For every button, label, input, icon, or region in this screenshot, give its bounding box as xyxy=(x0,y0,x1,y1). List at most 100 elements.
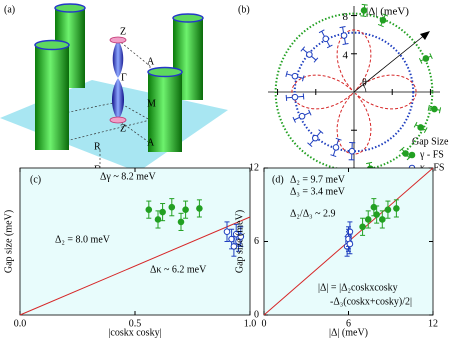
annotation: Δγ ~ 8.2 meV xyxy=(100,171,156,182)
data-point xyxy=(145,206,153,213)
point-label: M xyxy=(147,98,156,109)
error-cap xyxy=(382,13,389,17)
error-cap xyxy=(427,104,430,111)
data-point xyxy=(373,211,380,218)
panel-label: (d) xyxy=(272,174,284,185)
arrow-head xyxy=(420,31,430,40)
annotation: Δ₃ = 3.4 meV xyxy=(290,186,346,197)
panel-label: (c) xyxy=(30,174,41,185)
legend-title: Gap Size xyxy=(412,136,449,147)
error-cap xyxy=(285,70,288,77)
x-tick-label: 0.0 xyxy=(14,318,27,329)
data-point xyxy=(291,72,299,80)
point-label: Γ xyxy=(121,72,127,83)
r-tick-label: 4 xyxy=(343,49,349,61)
error-cap xyxy=(307,142,313,148)
cylinder xyxy=(147,66,183,152)
error-cap xyxy=(366,161,373,165)
data-point xyxy=(431,105,438,113)
data-point xyxy=(322,35,330,43)
x-axis-title: |Δ| (meV) xyxy=(329,327,368,338)
data-point xyxy=(346,240,354,248)
data-point xyxy=(237,233,245,240)
error-cap xyxy=(313,57,319,63)
data-point xyxy=(196,205,203,212)
data-point xyxy=(168,203,176,211)
data-point xyxy=(159,208,166,216)
legend-marker xyxy=(408,151,416,159)
data-point xyxy=(177,218,185,226)
point-label: Z xyxy=(120,123,126,134)
error-cap xyxy=(429,53,433,59)
error-cap xyxy=(423,127,428,134)
annotation: Δ₂ = 9.7 meV xyxy=(290,174,346,185)
x-axis-title: |coskx cosky| xyxy=(108,327,161,338)
error-cap xyxy=(438,107,442,114)
error-cap xyxy=(285,94,288,101)
y-tick-label: 12 xyxy=(249,162,259,173)
error-cap xyxy=(330,154,337,158)
y-axis-title: Gap size (meV) xyxy=(234,210,245,273)
fit-line xyxy=(19,216,251,316)
error-cap xyxy=(335,137,342,141)
y-tick-label: 6 xyxy=(254,236,259,247)
r-tick-label: 8 xyxy=(343,11,349,23)
data-point xyxy=(359,223,366,231)
data-point xyxy=(360,7,368,14)
error-cap xyxy=(308,109,312,116)
error-cap xyxy=(361,3,368,6)
data-point xyxy=(348,147,356,155)
error-cap xyxy=(399,146,405,152)
data-point xyxy=(379,216,386,223)
x-tick-label: 1.0 xyxy=(244,318,257,329)
data-point xyxy=(332,144,340,151)
annotation: Δ₂ = 8.0 meV xyxy=(55,234,111,245)
data-point xyxy=(154,216,162,223)
data-point xyxy=(312,134,319,142)
panel-label: (b) xyxy=(238,4,250,15)
annotation: Δ₂/Δ₃ ~ 2.9 xyxy=(290,208,336,219)
point-label: A xyxy=(147,137,155,148)
error-cap xyxy=(302,93,305,100)
panel-a: (a) Z Γ Z A M A R Γ xyxy=(0,3,228,175)
angle-arc xyxy=(362,84,367,93)
error-cap xyxy=(377,23,384,28)
data-point xyxy=(364,216,372,223)
annotation: Δκ ~ 6.2 meV xyxy=(150,264,207,275)
error-cap xyxy=(318,129,324,134)
error-cap xyxy=(301,75,305,82)
cylinder xyxy=(34,39,70,150)
data-point xyxy=(402,150,409,157)
data-point xyxy=(291,93,299,101)
angle-label: θ xyxy=(362,77,367,88)
error-cap xyxy=(339,26,346,29)
reference-circle xyxy=(293,31,415,153)
data-point xyxy=(370,203,378,211)
gap-curve xyxy=(291,29,417,155)
annotation: |Δ| = |Δ₂coskxcosky xyxy=(318,282,398,293)
cylinder xyxy=(172,13,204,100)
point-label: A xyxy=(147,56,155,67)
axis-title: |Δ| (meV) xyxy=(366,6,409,18)
error-cap xyxy=(318,29,325,34)
y-tick-label: 0 xyxy=(254,309,259,320)
data-point xyxy=(384,206,392,213)
data-point xyxy=(182,206,189,213)
legend-label: γ - FS xyxy=(419,149,444,160)
data-point xyxy=(306,51,313,58)
data-point xyxy=(422,55,430,62)
panel-label: (a) xyxy=(4,4,15,15)
annotation: -Δ₃(coskx+cosky)/2| xyxy=(330,296,412,307)
spindle xyxy=(109,36,127,124)
point-label: Z xyxy=(120,26,126,37)
x-tick-label: 0 xyxy=(262,318,267,329)
x-tick-label: 0.5 xyxy=(129,318,142,329)
x-tick-label: 6 xyxy=(346,318,351,329)
data-point xyxy=(393,205,400,212)
error-cap xyxy=(418,57,423,64)
direction-arrow xyxy=(353,33,427,93)
data-point xyxy=(379,16,387,24)
data-point xyxy=(223,228,231,235)
